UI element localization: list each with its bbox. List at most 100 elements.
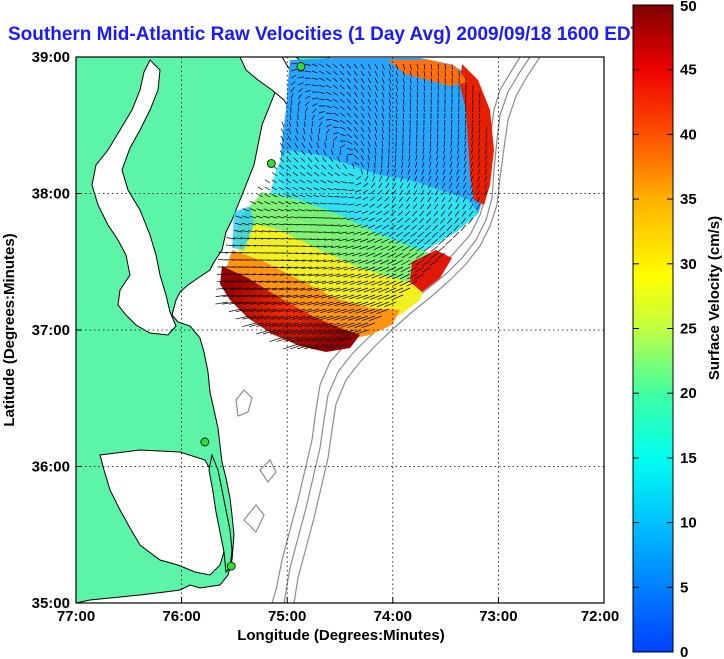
velocity-vector [429, 147, 432, 154]
velocity-vector [434, 203, 439, 210]
velocity-vector [257, 294, 271, 298]
velocity-vector [319, 210, 327, 212]
velocity-vector [444, 63, 447, 71]
velocity-vector [346, 84, 352, 90]
velocity-vector [290, 100, 293, 107]
velocity-vector [288, 128, 292, 135]
velocity-vector [430, 245, 439, 252]
velocity-vector [314, 280, 327, 284]
velocity-field [220, 58, 494, 352]
velocity-vector [223, 280, 236, 283]
velocity-vector [322, 149, 327, 156]
velocity-vector [318, 336, 334, 343]
velocity-vector [434, 189, 439, 196]
velocity-vector [470, 147, 474, 154]
velocity-vector [355, 301, 369, 307]
velocity-vector [374, 70, 378, 77]
velocity-vector [229, 301, 243, 305]
velocity-vector [304, 114, 307, 121]
velocity-vector [339, 98, 345, 104]
velocity-vector [374, 119, 378, 126]
velocity-vector [437, 77, 439, 85]
velocity-vector [444, 70, 446, 78]
velocity-vector [324, 142, 327, 149]
velocity-vector [302, 259, 313, 262]
velocity-vector [418, 224, 425, 231]
velocity-vector [420, 196, 425, 203]
velocity-vector [430, 63, 433, 70]
velocity-vector [355, 196, 362, 200]
velocity-vector [334, 188, 341, 191]
velocity-vector [332, 329, 348, 335]
velocity-vector [469, 196, 474, 203]
velocity-vector [335, 164, 341, 170]
velocity-vector [270, 208, 278, 212]
velocity-vector [294, 135, 299, 142]
velocity-vector [356, 175, 362, 181]
velocity-vector [299, 179, 306, 184]
velocity-vector [311, 97, 318, 100]
map-title: Southern Mid-Atlantic Raw Velocities (1 … [8, 24, 643, 45]
velocity-vector [292, 179, 299, 184]
velocity-vector [360, 63, 365, 70]
velocity-vector [407, 161, 411, 168]
y-tick-label: 35:00 [32, 595, 70, 612]
grid-lines [76, 57, 604, 603]
velocity-vector [356, 294, 369, 300]
velocity-vector [374, 84, 378, 91]
velocity-vector [280, 259, 292, 261]
velocity-vector [278, 308, 292, 313]
velocity-vector [353, 105, 358, 111]
velocity-vector [320, 301, 334, 306]
velocity-vector [305, 315, 320, 321]
velocity-vector [262, 329, 278, 335]
velocity-vector [387, 252, 397, 258]
velocity-vector [332, 91, 339, 96]
velocity-vector [385, 182, 390, 189]
velocity-vector [292, 194, 299, 198]
velocity-vector [416, 63, 419, 70]
field-cyan [270, 150, 478, 262]
velocity-vector [247, 230, 257, 233]
velocity-vector [294, 273, 306, 276]
velocity-vector [328, 164, 334, 170]
velocity-vector [332, 98, 339, 103]
velocity-vector [436, 126, 439, 134]
velocity-vector [237, 280, 250, 283]
velocity-vector [288, 259, 299, 262]
velocity-vector [346, 112, 352, 118]
velocity-vector [455, 196, 460, 203]
velocity-vector [367, 154, 370, 161]
velocity-vector [347, 210, 355, 213]
velocity-vector [292, 308, 306, 313]
velocity-vector [360, 119, 365, 126]
velocity-vector [381, 133, 384, 140]
velocity-vector [336, 266, 348, 271]
velocity-vector [360, 98, 365, 105]
velocity-vector [423, 70, 426, 77]
velocity-vector [304, 63, 311, 66]
velocity-vector [325, 91, 332, 96]
velocity-vector [339, 217, 348, 220]
velocity-vector [326, 315, 341, 321]
velocity-vector [256, 315, 271, 320]
velocity-vector [395, 77, 399, 84]
velocity-vector [362, 196, 369, 201]
velocity-vector [328, 280, 341, 285]
velocity-vector [476, 189, 481, 196]
velocity-vector [280, 143, 285, 149]
velocity-vector [290, 74, 297, 79]
velocity-vector [313, 194, 320, 198]
velocity-vector [478, 133, 481, 140]
velocity-vector [438, 231, 446, 238]
velocity-vector [290, 216, 299, 219]
velocity-vector [353, 154, 359, 160]
velocity-vector [339, 84, 345, 90]
velocity-vector [381, 119, 384, 126]
velocity-vector [293, 287, 306, 291]
velocity-vector [340, 322, 355, 328]
velocity-vector [347, 329, 362, 336]
velocity-vector [422, 154, 425, 161]
velocity-vector [286, 280, 299, 284]
velocity-vector [352, 163, 355, 170]
